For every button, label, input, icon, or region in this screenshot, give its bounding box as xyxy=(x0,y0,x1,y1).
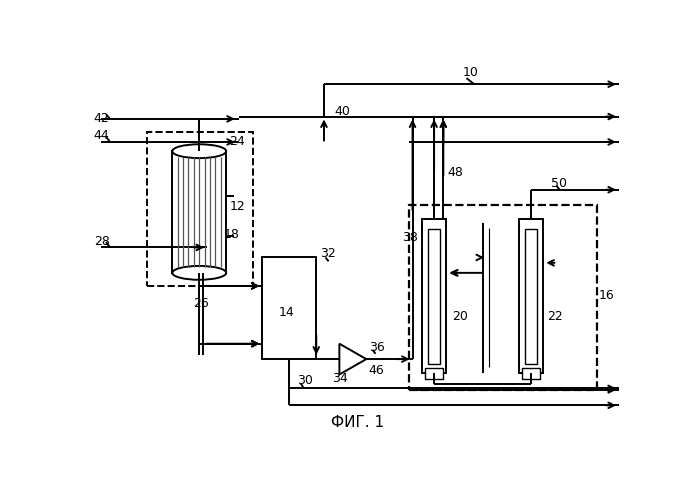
Text: 42: 42 xyxy=(94,112,110,125)
Text: 46: 46 xyxy=(368,364,384,377)
Bar xyxy=(409,205,598,390)
Text: 22: 22 xyxy=(547,310,563,323)
Text: 18: 18 xyxy=(224,228,240,241)
Ellipse shape xyxy=(172,144,226,158)
Text: 14: 14 xyxy=(279,306,295,319)
Bar xyxy=(519,219,543,373)
Text: 44: 44 xyxy=(94,129,110,142)
Text: 30: 30 xyxy=(297,374,313,387)
Text: 12: 12 xyxy=(229,200,245,213)
Text: 48: 48 xyxy=(447,166,463,179)
Bar xyxy=(147,132,253,286)
Text: 32: 32 xyxy=(320,247,336,260)
Text: 40: 40 xyxy=(334,105,350,118)
Text: 26: 26 xyxy=(193,297,209,310)
Text: 10: 10 xyxy=(462,66,478,79)
Text: ФИГ. 1: ФИГ. 1 xyxy=(331,415,384,430)
Ellipse shape xyxy=(172,266,226,280)
Text: 20: 20 xyxy=(452,310,468,323)
Bar xyxy=(262,257,316,359)
Bar xyxy=(428,229,440,364)
Text: 36: 36 xyxy=(368,341,384,354)
Bar xyxy=(172,151,226,273)
Text: 34: 34 xyxy=(333,372,348,385)
Text: 28: 28 xyxy=(94,235,110,248)
Text: 50: 50 xyxy=(551,177,567,190)
Text: 38: 38 xyxy=(402,231,417,244)
Bar xyxy=(525,229,538,364)
Text: 16: 16 xyxy=(599,290,614,302)
Text: 24: 24 xyxy=(229,135,245,148)
Bar xyxy=(522,368,540,379)
Polygon shape xyxy=(340,343,366,374)
Bar xyxy=(425,368,443,379)
Bar xyxy=(421,219,447,373)
